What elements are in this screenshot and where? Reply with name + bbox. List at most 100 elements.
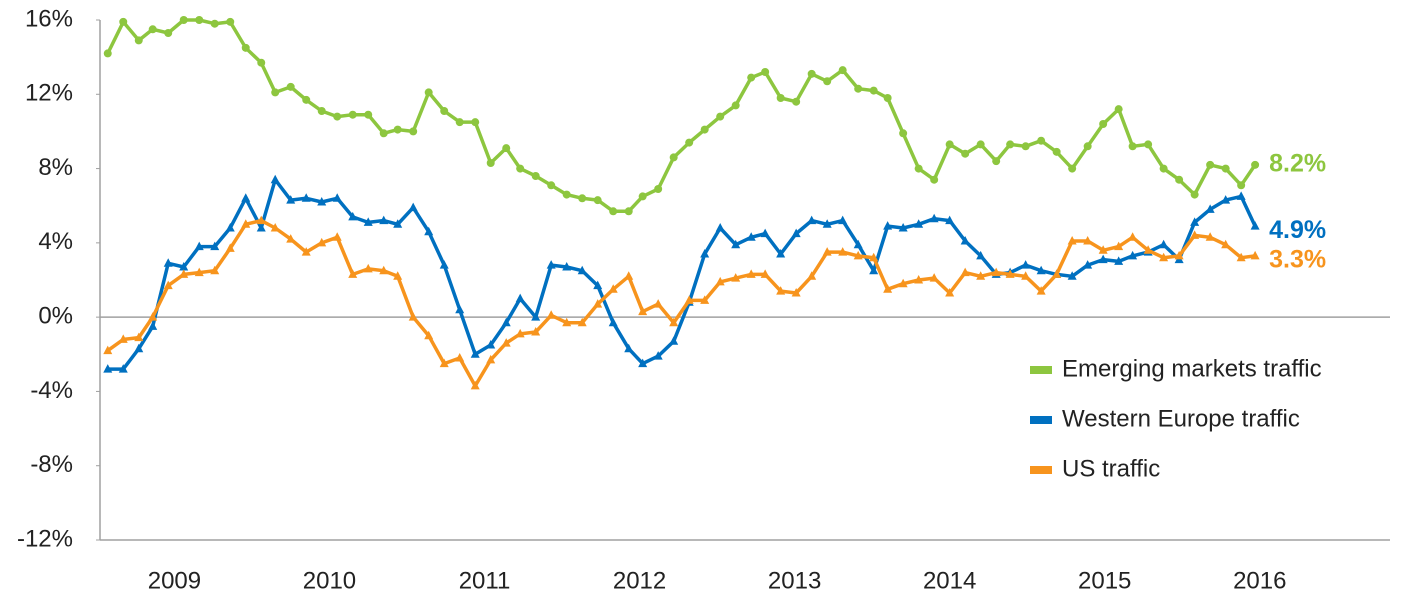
marker (1036, 265, 1046, 275)
marker (1005, 269, 1015, 278)
marker (1236, 252, 1246, 262)
marker (393, 125, 402, 134)
marker (914, 219, 924, 228)
marker (501, 338, 511, 347)
series-line (107, 177, 1257, 371)
marker (899, 129, 908, 138)
marker (929, 213, 939, 223)
marker (164, 29, 173, 37)
marker (515, 328, 525, 338)
marker (241, 193, 251, 202)
marker (424, 330, 434, 340)
marker (669, 153, 678, 162)
marker (869, 86, 878, 95)
y-tick-label: -8% (30, 451, 73, 478)
marker (976, 140, 985, 149)
marker (1143, 245, 1153, 254)
marker (807, 69, 816, 78)
marker (883, 221, 893, 230)
marker (1099, 120, 1108, 128)
marker (163, 258, 173, 267)
marker (1205, 232, 1215, 241)
marker (883, 94, 892, 102)
marker (531, 172, 540, 180)
marker (991, 267, 1001, 277)
marker (439, 358, 449, 368)
marker (531, 312, 541, 321)
marker (638, 358, 648, 368)
marker (746, 232, 756, 241)
y-tick-label: 0% (38, 302, 73, 329)
x-tick-label: 2013 (768, 567, 821, 594)
marker (1037, 136, 1046, 145)
marker (1221, 239, 1231, 249)
marker (930, 175, 939, 184)
marker (700, 295, 710, 304)
marker (1006, 140, 1015, 149)
marker (669, 317, 679, 327)
marker (502, 144, 511, 153)
marker (760, 269, 770, 278)
marker (516, 164, 525, 173)
marker (470, 380, 480, 390)
marker (792, 97, 801, 106)
marker (1021, 142, 1030, 151)
x-tick-label: 2014 (923, 567, 976, 594)
marker (914, 275, 924, 284)
marker (562, 317, 572, 327)
marker (256, 215, 266, 225)
end-label: 3.3% (1269, 245, 1326, 273)
marker (1159, 164, 1168, 173)
marker (1250, 221, 1260, 230)
marker (761, 68, 770, 76)
marker (669, 336, 679, 345)
marker (148, 25, 157, 34)
marker (225, 243, 235, 252)
marker (945, 140, 954, 149)
marker (1114, 241, 1124, 251)
marker (1190, 230, 1200, 239)
marker (471, 118, 480, 127)
marker (1052, 269, 1062, 278)
marker (256, 223, 266, 232)
marker (731, 273, 741, 282)
marker (119, 17, 128, 26)
marker (731, 239, 741, 249)
marker (731, 101, 740, 110)
marker (853, 250, 863, 260)
marker (562, 262, 572, 271)
marker (684, 295, 694, 304)
marker (869, 252, 879, 262)
marker (807, 271, 817, 280)
marker (807, 215, 817, 225)
marker (1159, 239, 1169, 249)
marker (195, 16, 204, 24)
marker (393, 271, 403, 280)
marker (379, 215, 389, 225)
marker (1128, 232, 1138, 241)
marker (424, 88, 433, 97)
marker (562, 190, 571, 199)
marker (301, 193, 311, 202)
marker (179, 262, 189, 271)
marker (1098, 245, 1108, 254)
marker (1190, 217, 1200, 226)
marker (408, 312, 418, 321)
marker (593, 280, 603, 290)
marker (393, 219, 403, 228)
end-label: 8.2% (1269, 149, 1326, 177)
y-tick-label: 16% (25, 5, 73, 32)
marker (194, 267, 204, 277)
marker (286, 234, 296, 243)
marker (301, 247, 311, 256)
x-tick-label: 2016 (1233, 567, 1286, 594)
marker (363, 263, 373, 273)
marker (1221, 164, 1230, 173)
marker (333, 112, 342, 121)
marker (379, 129, 388, 138)
marker (1036, 286, 1046, 295)
x-tick-label: 2015 (1078, 567, 1131, 594)
marker (653, 299, 663, 308)
marker (577, 317, 587, 327)
